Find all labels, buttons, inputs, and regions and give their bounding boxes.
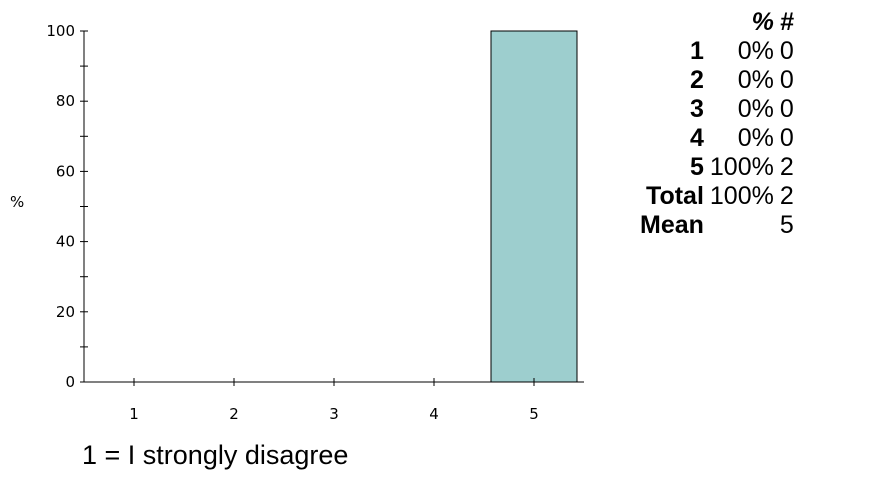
row-percent: 0% bbox=[737, 124, 774, 152]
row-count: 2 bbox=[779, 153, 794, 181]
total-label: Total bbox=[646, 182, 704, 210]
table-row: 1 0% 0 bbox=[640, 37, 794, 66]
stats-table: % # 1 0% 0 2 0% 0 3 0% 0 4 0% 0 5 100% 2 Total 100% 2 Mean… bbox=[640, 8, 794, 240]
y-tick-label-40: 40 bbox=[56, 233, 75, 251]
table-row: 4 0% 0 bbox=[640, 124, 794, 153]
row-percent: 0% bbox=[737, 37, 774, 65]
scale-note: 1 = I strongly disagree bbox=[82, 440, 349, 470]
row-count: 0 bbox=[779, 37, 794, 65]
table-row: 5 100% 2 bbox=[640, 153, 794, 182]
table-header-count: # bbox=[779, 8, 794, 36]
row-label: 1 bbox=[690, 37, 704, 65]
table-row-mean: Mean 5 bbox=[640, 211, 794, 240]
y-tick-label-100: 100 bbox=[46, 22, 75, 40]
y-tick-label-80: 80 bbox=[56, 92, 75, 110]
mean-label: Mean bbox=[640, 211, 704, 239]
y-tick-label-60: 60 bbox=[56, 162, 75, 180]
mean-value: 5 bbox=[779, 211, 794, 239]
x-tick-label-2: 2 bbox=[229, 405, 239, 423]
x-tick-label-4: 4 bbox=[429, 405, 439, 423]
x-tick-label-3: 3 bbox=[329, 405, 339, 423]
plot-area: 0 20 40 60 80 100 1 2 3 4 5 bbox=[46, 22, 584, 423]
table-header-percent: % bbox=[751, 8, 774, 36]
y-tick-label-20: 20 bbox=[56, 303, 75, 321]
row-label: 5 bbox=[690, 153, 704, 181]
stats-table-container: % # 1 0% 0 2 0% 0 3 0% 0 4 0% 0 5 100% 2 Total 100% 2 Mean… bbox=[640, 8, 794, 240]
table-row: 3 0% 0 bbox=[640, 95, 794, 124]
y-axis-label: % bbox=[10, 193, 24, 211]
total-count: 2 bbox=[779, 182, 794, 210]
mean-blank bbox=[704, 211, 774, 240]
row-label: 4 bbox=[690, 124, 704, 152]
x-tick-label-1: 1 bbox=[129, 405, 139, 423]
bar-chart: % 0 20 40 60 80 100 1 2 3 4 5 bbox=[10, 22, 584, 423]
row-label: 3 bbox=[690, 95, 704, 123]
bar-5 bbox=[490, 30, 578, 383]
row-count: 0 bbox=[779, 66, 794, 94]
row-label: 2 bbox=[690, 66, 704, 94]
row-percent: 0% bbox=[737, 66, 774, 94]
table-body: 1 0% 0 2 0% 0 3 0% 0 4 0% 0 5 100% 2 Total 100% 2 Mean 5 bbox=[640, 37, 794, 240]
y-tick-label-0: 0 bbox=[65, 373, 75, 391]
table-row-total: Total 100% 2 bbox=[640, 182, 794, 211]
table-header-row: % # bbox=[640, 8, 794, 37]
x-tick-label-5: 5 bbox=[529, 405, 539, 423]
row-count: 0 bbox=[779, 124, 794, 152]
row-percent: 100% bbox=[709, 153, 774, 181]
row-count: 0 bbox=[779, 95, 794, 123]
row-percent: 0% bbox=[737, 95, 774, 123]
table-header-blank bbox=[640, 8, 704, 37]
table-row: 2 0% 0 bbox=[640, 66, 794, 95]
total-percent: 100% bbox=[709, 182, 774, 210]
